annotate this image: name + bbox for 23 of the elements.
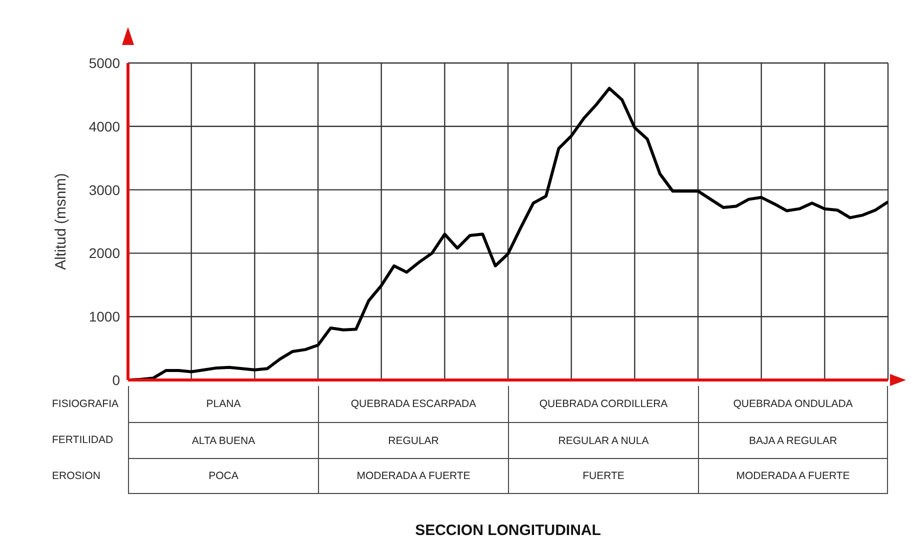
y-tick-label: 3000 xyxy=(88,182,120,198)
y-tick-label: 4000 xyxy=(88,118,120,134)
text: SECCION LONGITUDINAL xyxy=(414,522,602,539)
text: EROSION xyxy=(51,469,102,484)
y-tick-label: 2000 xyxy=(88,245,120,262)
text: REGULAR xyxy=(318,422,508,458)
text: QUEBRADA ONDULADA xyxy=(698,386,888,422)
text: FERTILIDAD xyxy=(51,433,114,448)
text: ALTA BUENA xyxy=(128,422,318,458)
y-axis-title: Altitud (msnm) xyxy=(52,173,70,270)
text: POCA xyxy=(128,458,318,494)
y-tick-label: 0 xyxy=(112,372,120,388)
text: QUEBRADA CORDILLERA xyxy=(508,386,698,422)
text: QUEBRADA ESCARPADA xyxy=(318,386,508,422)
text: MODERADA A FUERTE xyxy=(318,458,508,494)
y-tick-label: 1000 xyxy=(88,308,120,325)
text: PLANA xyxy=(128,386,318,422)
y-tick-label: 5000 xyxy=(88,54,120,71)
text: MODERADA A FUERTE xyxy=(698,458,888,494)
text: REGULAR A NULA xyxy=(508,422,698,458)
text: FUERTE xyxy=(508,458,698,494)
text: BAJA A REGULAR xyxy=(698,422,888,458)
text: FISIOGRAFIA xyxy=(51,397,120,412)
